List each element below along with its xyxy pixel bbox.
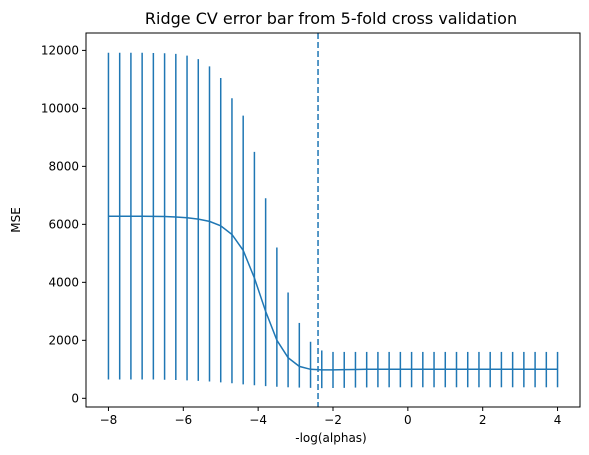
y-tick-label: 4000 <box>48 275 79 289</box>
y-tick-label: 10000 <box>41 101 79 115</box>
y-tick-label: 2000 <box>48 333 79 347</box>
axes-frame <box>85 32 581 408</box>
y-axis-label: MSE <box>9 207 23 233</box>
x-axis-label: -log(alphas) <box>295 431 367 445</box>
x-tick-label: −8 <box>100 413 118 427</box>
y-tick-label: 6000 <box>48 217 79 231</box>
x-tick-label: 2 <box>479 413 487 427</box>
y-axis: 0 2000 4000 6000 8000 10000 12000 <box>41 43 86 405</box>
x-axis: −8 −6 −4 −2 0 2 4 <box>100 407 562 427</box>
x-tick-label: −2 <box>324 413 342 427</box>
chart-title: Ridge CV error bar from 5-fold cross val… <box>145 9 517 28</box>
mse-line <box>108 215 558 371</box>
y-tick-label: 12000 <box>41 43 79 57</box>
y-tick-label: 0 <box>71 391 79 405</box>
plot-area <box>107 33 559 407</box>
x-tick-label: −4 <box>249 413 267 427</box>
x-tick-label: 4 <box>554 413 562 427</box>
x-tick-label: 0 <box>404 413 412 427</box>
y-tick-label: 8000 <box>48 159 79 173</box>
x-tick-label: −6 <box>174 413 192 427</box>
